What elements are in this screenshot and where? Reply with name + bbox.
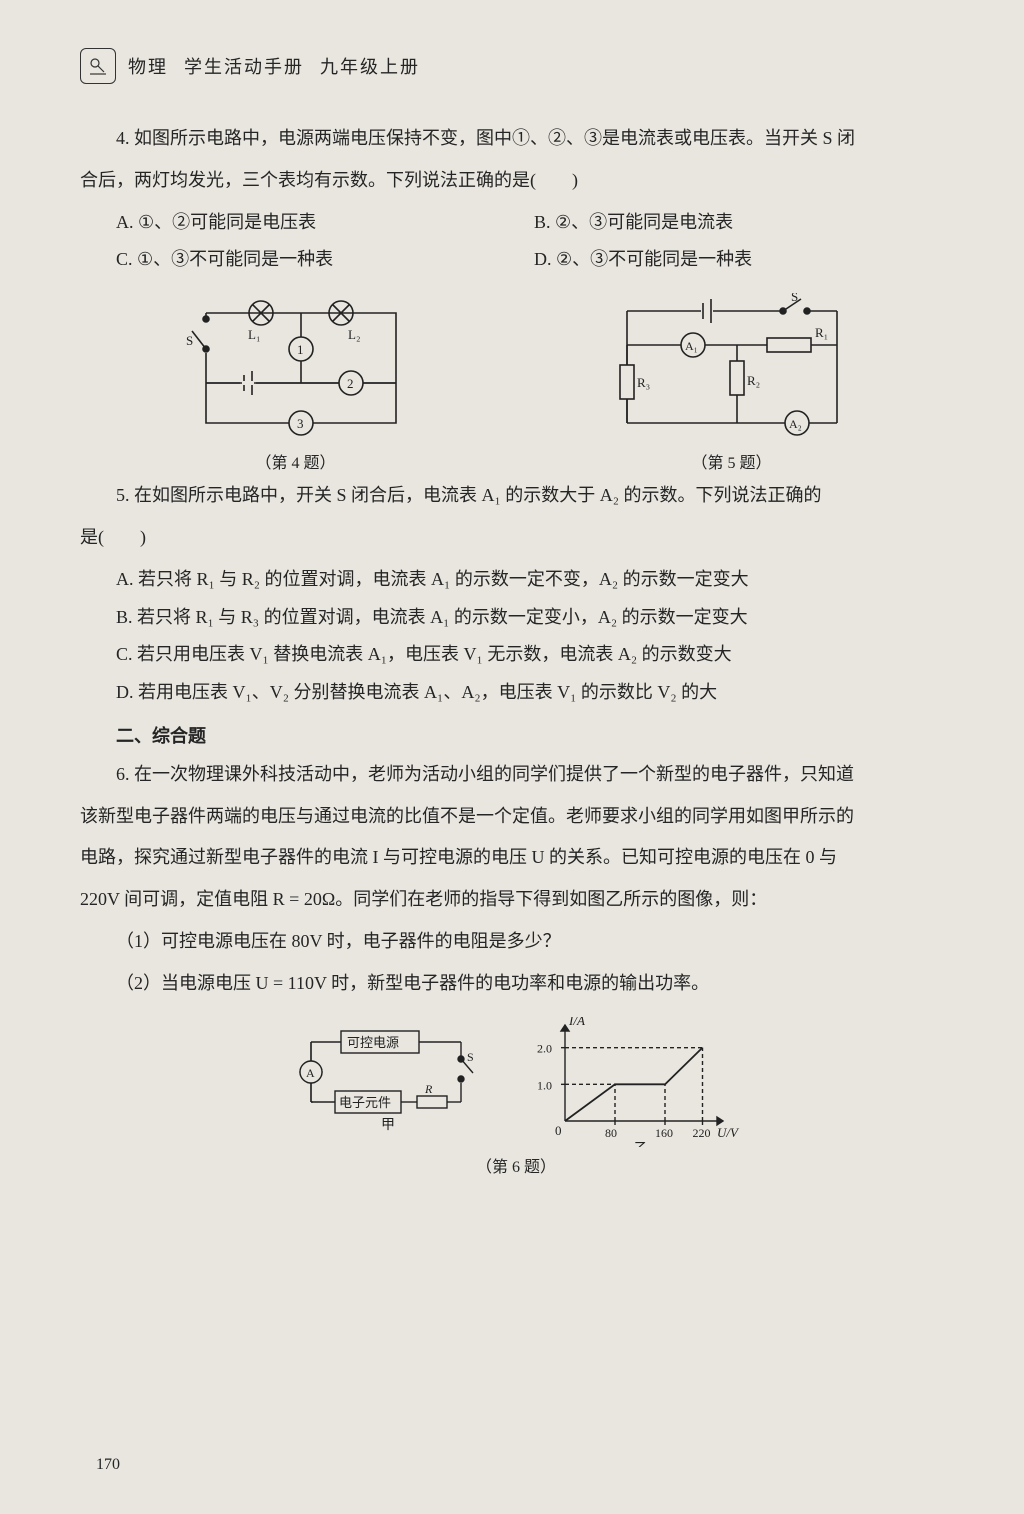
q4-opt-d: D. ②、③不可能同是一种表 [534,241,952,279]
q4-options-row1: A. ①、②可能同是电压表 B. ②、③可能同是电流表 [116,204,952,242]
svg-text:L₂: L₂ [348,327,360,342]
q4-stem-line2: 合后，两灯均发光，三个表均有示数。下列说法正确的是( ) [80,162,952,200]
q6-stem-line1: 6. 在一次物理课外科技活动中，老师为活动小组的同学们提供了一个新型的电子器件，… [80,756,952,794]
header-volume: 九年级上册 [320,53,420,79]
svg-text:S: S [791,293,798,304]
svg-text:乙: 乙 [634,1141,648,1147]
q4-caption: （第 4 题） [255,449,335,473]
q6-sub2: （2）当电源电压 U = 110V 时，新型电子器件的电功率和电源的输出功率。 [80,965,952,1003]
q4-opt-a: A. ①、②可能同是电压表 [116,204,534,242]
q5-stem-line1: 5. 在如图所示电路中，开关 S 闭合后，电流表 A₁ 的示数大于 A₂ 的示数… [80,477,952,515]
q5-figure: S A₁ R₁ R₃ R₂ A₂ （第 5 题） [597,293,867,473]
header-icon [80,48,116,84]
svg-text:R₃: R₃ [637,375,650,390]
q5-opt-b: B. 若只将 R₁ 与 R₃ 的位置对调，电流表 A₁ 的示数一定变小，A₂ 的… [116,599,952,637]
q6-figure-right: I/A U/V 0 1.0 2.0 80 160 220 乙 [531,1017,741,1147]
svg-text:0: 0 [555,1123,562,1138]
q4-circuit-svg: S L₁ L₂ 1 2 3 [166,293,426,443]
q5-circuit-svg: S A₁ R₁ R₃ R₂ A₂ [597,293,867,443]
svg-text:L₁: L₁ [248,327,260,342]
q4-options-row2: C. ①、③不可能同是一种表 D. ②、③不可能同是一种表 [116,241,952,279]
svg-text:R₁: R₁ [815,325,828,340]
svg-text:A₂: A₂ [789,417,802,431]
svg-text:S: S [467,1050,474,1064]
q6-caption: （第 6 题） [80,1153,952,1177]
svg-text:A: A [306,1066,315,1080]
q6-sub1: （1）可控电源电压在 80V 时，电子器件的电阻是多少？ [80,923,952,961]
svg-text:R: R [424,1082,433,1096]
q4-q5-figures: S L₁ L₂ 1 2 3 （第 4 题） S A₁ R₁ R₃ R₂ A₂ （第 5 题） [80,293,952,473]
page-header: 物理 学生活动手册 九年级上册 [80,48,952,84]
svg-text:3: 3 [297,416,304,431]
q4-opt-b: B. ②、③可能同是电流表 [534,204,952,242]
header-subject: 物理 [128,53,168,79]
svg-text:80: 80 [605,1126,617,1140]
q6-figure-left: 可控电源SAA电子元件R甲 [291,1017,481,1137]
q6-stem-line4: 220V 间可调，定值电阻 R = 20Ω。同学们在老师的指导下得到如图乙所示的… [80,881,952,919]
q6-figures: 可控电源SAA电子元件R甲 I/AU/V01.02.080160220乙 [80,1017,952,1147]
q6-graph-svg: I/A U/V 0 1.0 2.0 80 160 220 乙 [531,1017,741,1147]
q5-opt-d: D. 若用电压表 V₁、V₂ 分别替换电流表 A₁、A₂，电压表 V₁ 的示数比… [116,674,952,712]
svg-text:220: 220 [693,1126,711,1140]
q4-stem-line1: 4. 如图所示电路中，电源两端电压保持不变，图中①、②、③是电流表或电压表。当开… [80,120,952,158]
page-number: 170 [96,1456,120,1474]
svg-text:I/A: I/A [568,1017,585,1028]
svg-text:1.0: 1.0 [537,1078,552,1092]
q5-opt-c: C. 若只用电压表 V₁ 替换电流表 A₁，电压表 V₁ 无示数，电流表 A₂ … [116,636,952,674]
q5-stem-line2: 是( ) [80,519,952,557]
q5-opt-a: A. 若只将 R₁ 与 R₂ 的位置对调，电流表 A₁ 的示数一定不变，A₂ 的… [116,561,952,599]
svg-text:甲: 甲 [381,1118,395,1133]
q6-stem-line2: 该新型电子器件两端的电压与通过电流的比值不是一个定值。老师要求小组的同学用如图甲… [80,798,952,836]
svg-text:2.0: 2.0 [537,1041,552,1055]
svg-text:可控电源: 可控电源 [347,1035,399,1050]
svg-text:U/V: U/V [717,1125,740,1140]
section2-heading: 二、综合题 [80,718,952,756]
q6-circuit-svg: 可控电源SAA电子元件R甲 [291,1017,481,1137]
header-book: 学生活动手册 [184,53,304,79]
svg-text:1: 1 [297,342,304,357]
svg-text:2: 2 [347,376,354,391]
svg-text:S: S [186,333,193,348]
svg-text:电子元件: 电子元件 [339,1095,391,1110]
q5-caption: （第 5 题） [691,449,771,473]
q6-stem-line3: 电路，探究通过新型电子器件的电流 I 与可控电源的电压 U 的关系。已知可控电源… [80,839,952,877]
svg-text:160: 160 [655,1126,673,1140]
q4-figure: S L₁ L₂ 1 2 3 （第 4 题） [166,293,426,473]
svg-text:R₂: R₂ [747,373,760,388]
q4-opt-c: C. ①、③不可能同是一种表 [116,241,534,279]
svg-text:A₁: A₁ [685,339,698,353]
